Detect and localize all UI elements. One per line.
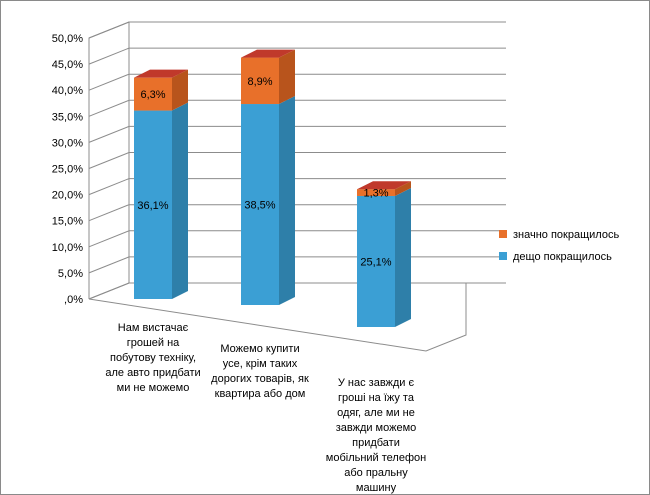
bar-front xyxy=(241,57,279,105)
bar-side xyxy=(279,49,295,105)
category-label-line: грошей на xyxy=(127,337,180,349)
y-tick-label: 25,0% xyxy=(52,164,83,176)
gridline-side xyxy=(88,125,130,143)
category-label-line: придбати xyxy=(352,437,400,449)
category-label-line: Нам вистачає xyxy=(118,322,189,334)
data-label: 36,1% xyxy=(137,200,168,212)
data-label: 38,5% xyxy=(244,200,275,212)
bar-side xyxy=(172,102,188,299)
y-axis-tick-labels: ,0% 5,0% 10,0% 15,0% 20,0% 25,0% 30,0% 35,0% 40,… xyxy=(52,33,83,306)
y-tick-label: 45,0% xyxy=(52,59,83,71)
category-labels: Нам вистачає грошей на побутову техніку, ал… xyxy=(105,322,426,494)
category-label-line: ми не можемо xyxy=(117,382,190,394)
data-labels: 36,1% 6,3% 38,5% 8,9% 25,1% 1,3% xyxy=(137,76,391,269)
gridline-side xyxy=(88,178,130,196)
data-label: 25,1% xyxy=(360,256,391,268)
legend: значно покращилось дещо покращилось xyxy=(499,229,619,263)
bars xyxy=(134,49,411,327)
data-label: 1,3% xyxy=(363,188,388,200)
gridline-side xyxy=(88,204,130,222)
gridline-side xyxy=(88,73,130,91)
y-tick-label: 5,0% xyxy=(58,268,83,280)
gridline-side xyxy=(88,152,130,169)
bar-top xyxy=(134,69,188,78)
gridline-side xyxy=(88,230,130,248)
gridline-side xyxy=(88,47,130,65)
y-tick-label: 10,0% xyxy=(52,242,83,254)
y-tick-label: 20,0% xyxy=(52,190,83,202)
category-label-line: завжди можемо xyxy=(336,422,417,434)
category-label-line: одяг, але ми не xyxy=(337,407,415,419)
bar-front xyxy=(134,110,172,299)
y-tick-label: 35,0% xyxy=(52,111,83,123)
category-label-line: усе, крім таких xyxy=(223,358,298,370)
legend-swatch xyxy=(499,252,507,260)
category-label-line: але авто придбати xyxy=(105,367,200,379)
floor-edge xyxy=(88,283,467,352)
bar-side xyxy=(172,69,188,111)
bar-top xyxy=(241,49,295,58)
legend-swatch xyxy=(499,230,507,238)
bar-top xyxy=(357,181,411,190)
bar-front xyxy=(241,104,279,305)
bar-front xyxy=(357,195,395,327)
category-label-line: гроші на їжу та xyxy=(338,392,415,404)
legend-label: значно покращилось xyxy=(513,229,619,241)
y-tick-label: 15,0% xyxy=(52,216,83,228)
category-label-line: побутову техніку, xyxy=(110,352,196,364)
gridline-side xyxy=(88,99,130,117)
bar-side xyxy=(395,187,411,327)
gridline-side xyxy=(88,282,130,300)
category-label-line: квартира або дом xyxy=(215,388,306,400)
category-label-line: дорогих товарів, як xyxy=(211,373,309,385)
bar-side xyxy=(395,181,411,196)
category-label-line: Можемо купити xyxy=(220,343,299,355)
bar-front xyxy=(357,189,395,196)
category-label: У нас завжди є гроші на їжу та одяг, але м… xyxy=(326,377,426,494)
category-label: Можемо купити усе, крім таких дорогих това… xyxy=(211,343,309,400)
gridline-side xyxy=(88,256,130,274)
bar-side xyxy=(279,96,295,305)
legend-label: дещо покращилось xyxy=(513,251,612,263)
y-tick-label: 40,0% xyxy=(52,85,83,97)
y-tick-label: ,0% xyxy=(64,294,83,306)
y-tick-label: 50,0% xyxy=(52,33,83,45)
gridlines xyxy=(88,21,506,300)
y-tick-label: 30,0% xyxy=(52,137,83,149)
gridline-side xyxy=(88,21,130,39)
data-label: 6,3% xyxy=(140,89,165,101)
category-label-line: мобільний телефон xyxy=(326,452,426,464)
category-label-line: У нас завжди є xyxy=(338,377,415,389)
data-label: 8,9% xyxy=(247,76,272,88)
category-label-line: машину xyxy=(356,482,397,494)
bar-front xyxy=(134,77,172,111)
category-label: Нам вистачає грошей на побутову техніку, ал… xyxy=(105,322,200,394)
category-label-line: або пральну xyxy=(344,467,408,479)
